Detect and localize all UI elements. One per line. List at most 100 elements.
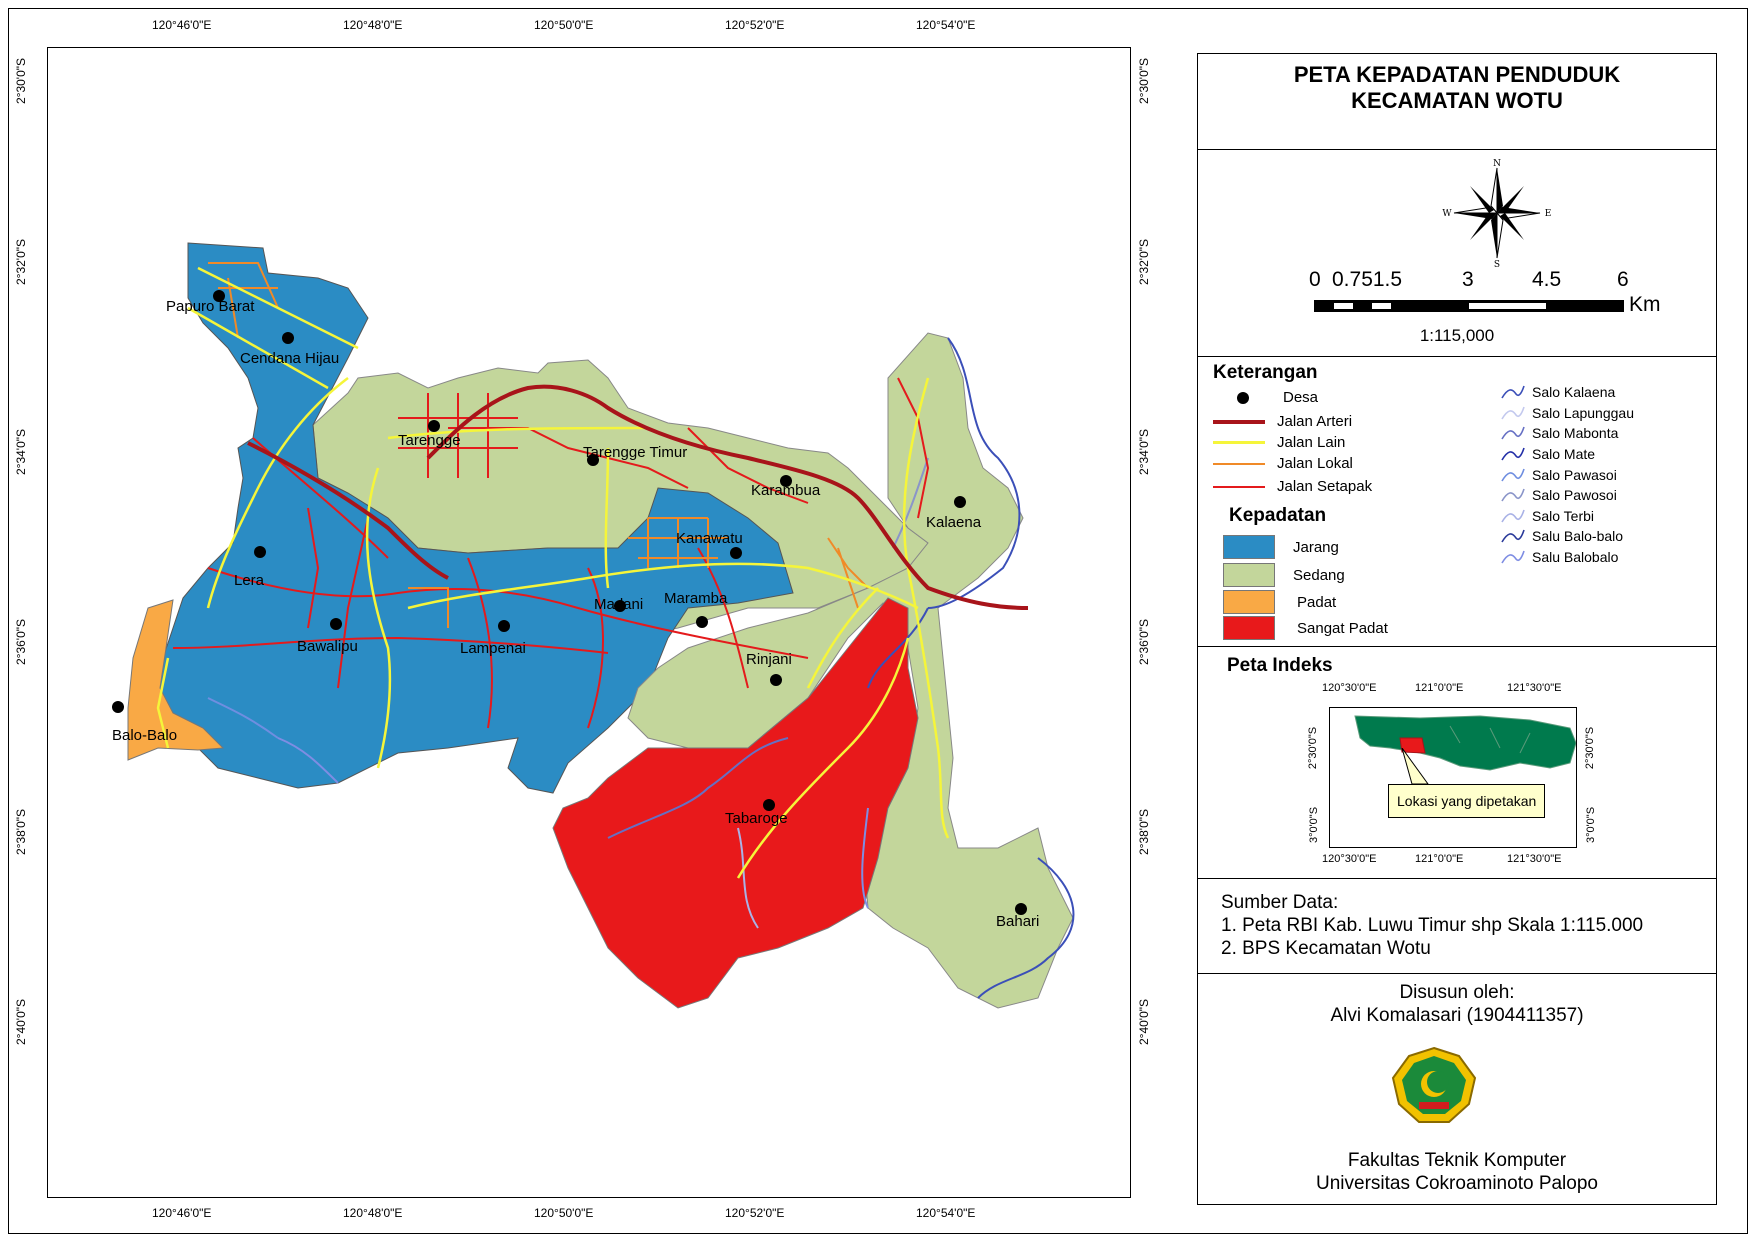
credits-faculty: Fakultas Teknik Komputer xyxy=(1347,1150,1567,1171)
legend-dot-icon xyxy=(1237,391,1249,404)
title-block: PETA KEPADATAN PENDUDUK KECAMATAN WOTU xyxy=(1197,53,1717,150)
road-lokal-line xyxy=(1213,462,1265,465)
source-block: Sumber Data: 1. Peta RBI Kab. Luwu Timur… xyxy=(1197,879,1717,974)
coord-right: 2°40'0"S xyxy=(1137,998,1152,1046)
legend-block: Keterangan Desa Jalan Arteri Jalan Lain … xyxy=(1197,357,1717,647)
index-coord-top: 121°30'0"E xyxy=(1507,682,1562,694)
coord-left: 2°32'0"S xyxy=(14,238,29,286)
credits-by-label: Disusun oleh: xyxy=(1399,982,1515,1003)
legend-density-jarang: Jarang xyxy=(1223,535,1339,559)
coord-top: 120°54'0"E xyxy=(916,18,976,32)
legend-road-lokal: Jalan Lokal xyxy=(1213,455,1353,472)
scale-ratio: 1:115,000 xyxy=(1419,326,1495,345)
village-dot xyxy=(254,546,266,558)
village-label: Kalaena xyxy=(926,514,982,531)
credits-block: Disusun oleh: Alvi Komalasari (190441135… xyxy=(1197,974,1717,1205)
road-lain-line xyxy=(1213,441,1265,444)
svg-text:N: N xyxy=(1493,159,1501,169)
credits-university: Universitas Cokroaminoto Palopo xyxy=(1316,1173,1598,1194)
river-icon xyxy=(1501,406,1525,420)
river-icon xyxy=(1501,489,1525,502)
index-coord-top: 120°30'0"E xyxy=(1322,682,1377,694)
index-map-frame: Lokasi yang dipetakan xyxy=(1329,707,1577,848)
river-icon xyxy=(1501,530,1525,543)
coord-right: 2°30'0"S xyxy=(1137,57,1152,105)
village-dot xyxy=(213,290,225,302)
north-scale-block: N S W E 0 0.751.5 3 4.5 6 Km 1:115,000 xyxy=(1197,150,1717,357)
village-label: Tabaroge xyxy=(725,810,788,827)
legend-road-lain: Jalan Lain xyxy=(1213,434,1345,451)
coord-left: 2°40'0"S xyxy=(14,998,29,1046)
coord-left: 2°36'0"S xyxy=(14,618,29,666)
village-label: Rinjani xyxy=(746,651,792,668)
river-icon xyxy=(1501,468,1525,482)
university-logo-icon xyxy=(1391,1046,1477,1123)
coord-right: 2°38'0"S xyxy=(1137,808,1152,856)
density-heading: Kepadatan xyxy=(1229,505,1327,526)
coord-right: 2°36'0"S xyxy=(1137,618,1152,666)
index-coord-bottom: 121°0'0"E xyxy=(1415,853,1464,865)
credits-author: Alvi Komalasari (1904411357) xyxy=(1330,1005,1584,1026)
village-dot xyxy=(780,475,792,487)
index-coord-top: 121°0'0"E xyxy=(1415,682,1464,694)
area-padat xyxy=(127,599,225,761)
river-icon xyxy=(1501,509,1525,523)
coord-bottom: 120°54'0"E xyxy=(916,1206,976,1220)
village-label: Papuro Barat xyxy=(166,298,255,315)
roads-lokal xyxy=(208,262,869,628)
village-label: Bahari xyxy=(996,913,1040,930)
coord-left: 2°38'0"S xyxy=(14,808,29,856)
legend-density-padat: Padat xyxy=(1223,590,1336,614)
legend-density-sedang: Sedang xyxy=(1223,563,1345,587)
legend-rivers: Salo Kalaena Salo Lapunggau Salo Mabonta… xyxy=(1500,382,1634,567)
source-item: 2. BPS Kecamatan Wotu xyxy=(1221,938,1431,959)
coord-right: 2°32'0"S xyxy=(1137,238,1152,286)
index-coord-right: 3°0'0"S xyxy=(1585,806,1598,844)
coord-top: 120°52'0"E xyxy=(725,18,785,32)
village-label: Tarengge xyxy=(398,432,461,449)
index-coord-bottom: 120°30'0"E xyxy=(1322,853,1377,865)
road-arteri-line xyxy=(1213,419,1265,424)
village-label: Lera xyxy=(234,572,265,589)
svg-text:E: E xyxy=(1545,209,1552,219)
roads-lain xyxy=(156,266,950,879)
village-dot xyxy=(282,332,294,344)
index-coord-left: 2°30'0"S xyxy=(1307,726,1320,770)
map-title-line2: KECAMATAN WOTU xyxy=(1351,88,1563,113)
village-label: Madani xyxy=(594,596,644,613)
page-border xyxy=(8,8,1748,1234)
scale-unit: Km xyxy=(1629,293,1661,316)
index-map-heading: Peta Indeks xyxy=(1227,655,1333,676)
village-dot xyxy=(587,454,599,466)
roads-arteri xyxy=(247,384,1029,610)
area-sangat-padat xyxy=(552,597,919,1009)
village-dot xyxy=(763,799,775,811)
map-title-line1: PETA KEPADATAN PENDUDUK xyxy=(1293,62,1621,87)
village-dot xyxy=(730,547,742,559)
main-map[interactable] xyxy=(48,48,1130,1197)
legend-river: Salo Mate xyxy=(1500,444,1634,465)
village-label: Tarengge Timur xyxy=(583,444,688,461)
rivers xyxy=(207,337,1075,999)
index-coord-right: 2°30'0"S xyxy=(1584,726,1597,770)
river-icon xyxy=(1501,427,1525,440)
coord-top: 120°46'0"E xyxy=(152,18,212,32)
legend-heading: Keterangan xyxy=(1213,362,1318,383)
legend-desa: Desa xyxy=(1233,389,1318,406)
side-panel xyxy=(1197,53,1717,1205)
village-dot xyxy=(770,674,782,686)
legend-river: Salo Pawosoi xyxy=(1500,485,1634,506)
legend-road-arteri: Jalan Arteri xyxy=(1213,413,1352,430)
village-label: Lampenai xyxy=(460,640,526,657)
index-coord-bottom: 121°30'0"E xyxy=(1507,853,1562,865)
index-map-image xyxy=(1354,715,1576,771)
village-label: Kanawatu xyxy=(676,530,743,547)
legend-river: Salu Balo-balo xyxy=(1500,526,1634,547)
legend-river: Salo Mabonta xyxy=(1500,423,1634,444)
village-label: Maramba xyxy=(664,590,728,607)
village-label: Cendana Hijau xyxy=(240,350,340,367)
coord-right: 2°34'0"S xyxy=(1137,428,1152,476)
scale-bar xyxy=(1314,300,1624,312)
coord-bottom: 120°50'0"E xyxy=(534,1206,594,1220)
coord-top: 120°48'0"E xyxy=(343,18,403,32)
